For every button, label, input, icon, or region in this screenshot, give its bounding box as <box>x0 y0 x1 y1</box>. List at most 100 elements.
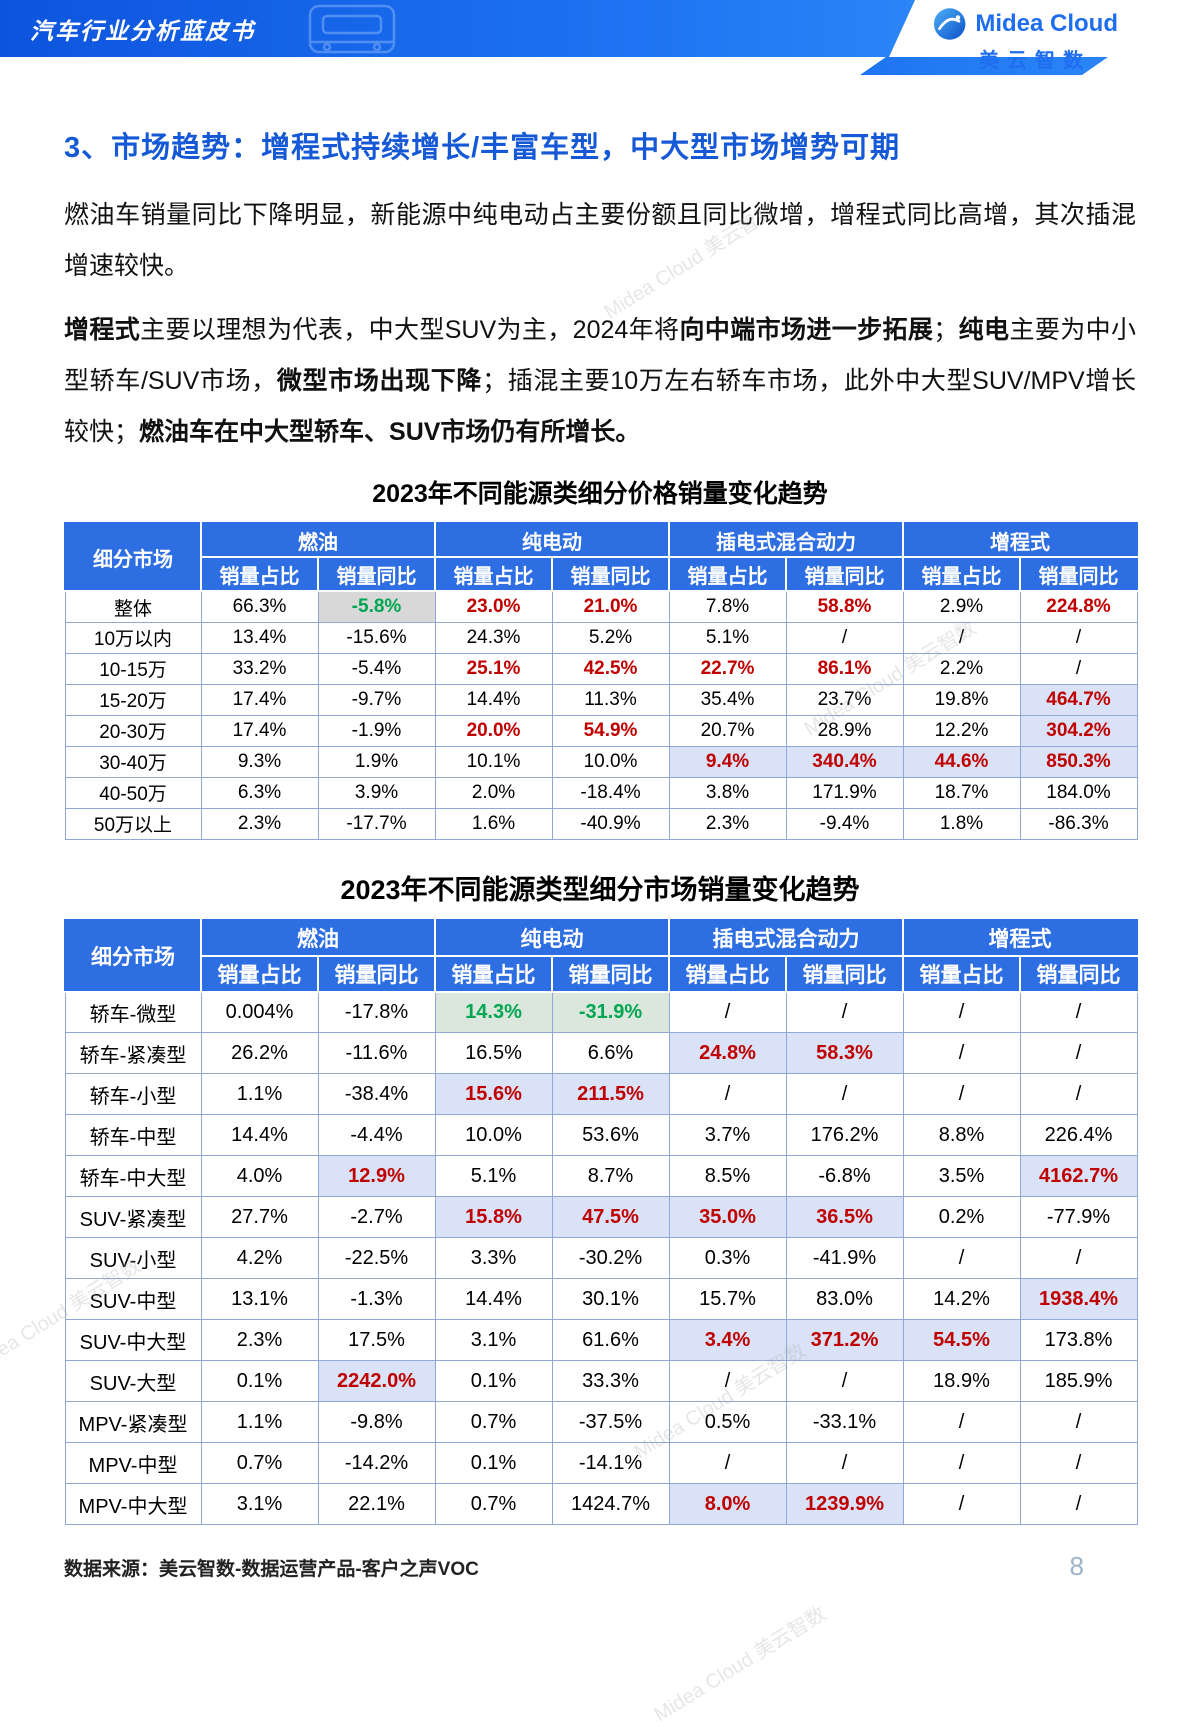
sub-header: 销量占比 <box>902 556 1021 593</box>
table-cell: 185.9% <box>1019 1360 1138 1403</box>
table-cell: 6.6% <box>551 1032 670 1075</box>
table-cell: -9.7% <box>317 683 436 716</box>
sub-header: 销量同比 <box>317 954 436 993</box>
table-cell: / <box>1019 1442 1138 1485</box>
table-cell: 1.9% <box>317 745 436 778</box>
table-row: SUV-大型 0.1% 2242.0% 0.1% 33.3% //18.9% 185.9% <box>64 1360 1138 1403</box>
table-cell: 7.8% <box>668 590 787 623</box>
table-cell: / <box>1019 991 1138 1034</box>
table-cell: 8.8% <box>902 1114 1021 1157</box>
text-segment: ；插混主要10万左右轿车市场，此外中大型SUV/MPV增长较快； <box>64 366 1136 446</box>
sub-header: 销量占比 <box>434 556 553 593</box>
table-cell: -14.2% <box>317 1442 436 1485</box>
table-cell: 224.8% <box>1019 590 1138 623</box>
table-cell: 464.7% <box>1019 683 1138 716</box>
table-cell: 23.0% <box>434 590 553 623</box>
table-cell: 0.2% <box>902 1196 1021 1239</box>
row-label: 整体 <box>64 590 202 623</box>
table-row: 轿车-中型 14.4% -4.4% 10.0% 53.6% 3.7% 176.2% 8.8% 2… <box>64 1114 1138 1157</box>
section-title: 3、市场趋势：增程式持续增长/丰富车型，中大型市场增势可期 <box>64 132 901 164</box>
table-cell: -31.9% <box>551 991 670 1034</box>
table-cell: / <box>1019 1401 1138 1444</box>
header-banner: 汽车行业分析蓝皮书 <box>0 0 915 57</box>
table-cell: / <box>902 1442 1021 1485</box>
table-cell: -15.6% <box>317 621 436 654</box>
sub-header: 销量占比 <box>200 556 319 593</box>
sub-header: 销量同比 <box>1019 556 1138 593</box>
table-cell: / <box>785 621 904 654</box>
banner-title: 汽车行业分析蓝皮书 <box>30 17 255 44</box>
table-cell: 19.8% <box>902 683 1021 716</box>
table-cell: 15.8% <box>434 1196 553 1239</box>
text-segment: 向中端市场进一步拓展 <box>679 315 934 344</box>
price-segment-table: 细分市场 燃油 纯电动 插电式混合动力 增程式 销量占比 销量同比 销量占比 销… <box>64 522 1138 840</box>
table-cell: 53.6% <box>551 1114 670 1157</box>
table-cell: 25.1% <box>434 652 553 685</box>
table2-body: 轿车-微型 0.004% -17.8% 14.3% -31.9% / / / / 轿车-紧凑型 26… <box>64 991 1138 1526</box>
table-cell: 12.2% <box>902 714 1021 747</box>
table-cell: 0.004% <box>200 991 319 1034</box>
table1-head: 细分市场 燃油 纯电动 插电式混合动力 增程式 销量占比 销量同比 销量占比 销… <box>64 522 1138 593</box>
table-cell: 18.9% <box>902 1360 1021 1403</box>
table-cell: 3.1% <box>434 1319 553 1362</box>
table-row: 30-40万 9.3% 1.9% 10.1% 10.0% 9.4% 340.4% 44.6% 8… <box>64 745 1138 778</box>
table-cell: 58.8% <box>785 590 904 623</box>
table-cell: / <box>1019 652 1138 685</box>
sub-header: 销量同比 <box>785 954 904 993</box>
table-cell: 44.6% <box>902 745 1021 778</box>
sub-header: 销量同比 <box>1019 954 1138 993</box>
table-cell: 8.7% <box>551 1155 670 1198</box>
table-cell: 14.3% <box>434 991 553 1034</box>
table-cell: 2.0% <box>434 776 553 809</box>
row-label: SUV-小型 <box>64 1237 202 1280</box>
table-cell: 17.4% <box>200 714 319 747</box>
table-cell: 1.1% <box>200 1073 319 1116</box>
midea-cloud-logo: Midea Cloud 美云智数 <box>933 5 1118 73</box>
table-row: 20-30万 17.4% -1.9% 20.0% 54.9% 20.7% 28.9% 12.2… <box>64 714 1138 747</box>
table-row: 整体 66.3% -5.8% 23.0% 21.0% 7.8% 58.8% 2.9% 224.8… <box>64 590 1138 623</box>
table-cell: 33.2% <box>200 652 319 685</box>
table-cell: 28.9% <box>785 714 904 747</box>
table-row: SUV-小型 4.2% -22.5% 3.3% -30.2% 0.3% -41.9% / / <box>64 1237 1138 1280</box>
table-cell: 33.3% <box>551 1360 670 1403</box>
table-cell: 5.1% <box>434 1155 553 1198</box>
table-cell: 14.4% <box>434 683 553 716</box>
table-cell: 0.1% <box>434 1442 553 1485</box>
table-cell: 371.2% <box>785 1319 904 1362</box>
table-cell: -86.3% <box>1019 807 1138 840</box>
table-cell: / <box>785 1360 904 1403</box>
sub-header: 销量同比 <box>551 954 670 993</box>
corner-header: 细分市场 <box>64 918 202 993</box>
table-cell: -5.4% <box>317 652 436 685</box>
table-row: MPV-中大型 3.1% 22.1% 0.7% 1424.7% 8.0% 1239.9% / / <box>64 1483 1138 1526</box>
car-icon <box>282 2 422 56</box>
row-label: MPV-中大型 <box>64 1483 202 1526</box>
corner-header: 细分市场 <box>64 522 202 593</box>
table-row: MPV-中型 0.7% -14.2% 0.1% -14.1% / / / / <box>64 1442 1138 1485</box>
table-cell: 35.4% <box>668 683 787 716</box>
sub-header: 销量占比 <box>434 954 553 993</box>
table-cell: / <box>785 1442 904 1485</box>
table-cell: 3.8% <box>668 776 787 809</box>
table-row: MPV-紧凑型 1.1% -9.8% 0.7% -37.5% 0.5% -33.1% / / <box>64 1401 1138 1444</box>
table-cell: 22.1% <box>317 1483 436 1526</box>
logo-row: Midea Cloud <box>933 5 1118 43</box>
table-cell: 3.9% <box>317 776 436 809</box>
table-cell: 5.2% <box>551 621 670 654</box>
row-label: 10-15万 <box>64 652 202 685</box>
table1-title: 2023年不同能源类细分价格销量变化趋势 <box>372 480 828 509</box>
page-content: 3、市场趋势：增程式持续增长/丰富车型，中大型市场增势可期 燃油车销量同比下降明… <box>0 124 1200 1582</box>
table-cell: 54.9% <box>551 714 670 747</box>
table-cell: 8.0% <box>668 1483 787 1526</box>
table-cell: -2.7% <box>317 1196 436 1239</box>
table-cell: 173.8% <box>1019 1319 1138 1362</box>
table-cell: 0.7% <box>200 1442 319 1485</box>
table-cell: 26.2% <box>200 1032 319 1075</box>
row-label: 轿车-紧凑型 <box>64 1032 202 1075</box>
table-cell: -14.1% <box>551 1442 670 1485</box>
sub-header: 销量占比 <box>668 954 787 993</box>
table-cell: / <box>785 991 904 1034</box>
table-cell: -22.5% <box>317 1237 436 1280</box>
row-label: 轿车-小型 <box>64 1073 202 1116</box>
table-cell: -5.8% <box>317 590 436 623</box>
